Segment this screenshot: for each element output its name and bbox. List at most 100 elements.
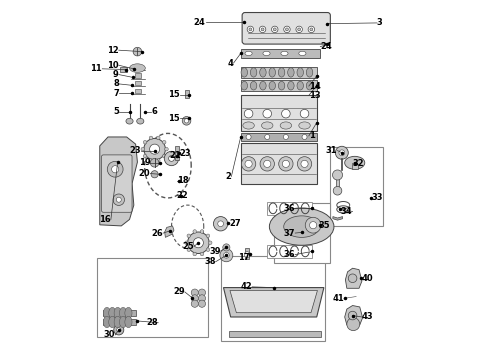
Bar xyxy=(267,202,313,215)
Polygon shape xyxy=(223,288,324,317)
Circle shape xyxy=(242,157,256,171)
Text: 35: 35 xyxy=(319,221,330,230)
Circle shape xyxy=(261,28,264,31)
Circle shape xyxy=(348,274,357,283)
Circle shape xyxy=(191,295,198,302)
Circle shape xyxy=(149,159,153,162)
Circle shape xyxy=(308,26,315,33)
Bar xyxy=(242,67,317,78)
Circle shape xyxy=(245,252,250,257)
Text: 10: 10 xyxy=(107,61,119,70)
Bar xyxy=(103,319,136,325)
Ellipse shape xyxy=(250,81,257,90)
Text: 21: 21 xyxy=(170,151,181,160)
Ellipse shape xyxy=(278,81,285,90)
Circle shape xyxy=(194,238,203,248)
Text: 7: 7 xyxy=(113,89,119,98)
Bar xyxy=(242,95,317,131)
Text: 43: 43 xyxy=(362,312,373,321)
Text: 19: 19 xyxy=(139,158,150,167)
Text: 33: 33 xyxy=(372,193,384,202)
Ellipse shape xyxy=(281,51,288,55)
Ellipse shape xyxy=(263,51,270,55)
Ellipse shape xyxy=(103,316,111,328)
Ellipse shape xyxy=(269,81,275,90)
Bar xyxy=(351,163,358,169)
Bar xyxy=(267,244,313,258)
Circle shape xyxy=(144,138,166,160)
Circle shape xyxy=(249,28,252,31)
Ellipse shape xyxy=(120,307,126,319)
Circle shape xyxy=(286,28,289,31)
Polygon shape xyxy=(230,291,318,313)
Ellipse shape xyxy=(288,68,294,77)
Circle shape xyxy=(162,154,166,158)
Text: 25: 25 xyxy=(182,242,194,251)
Text: 42: 42 xyxy=(241,282,252,291)
Circle shape xyxy=(206,234,210,238)
Text: 18: 18 xyxy=(177,176,189,185)
Text: 1: 1 xyxy=(309,131,315,140)
Text: 8: 8 xyxy=(113,80,119,89)
Ellipse shape xyxy=(280,122,292,129)
Ellipse shape xyxy=(250,68,257,77)
Circle shape xyxy=(310,222,317,229)
Circle shape xyxy=(191,300,198,307)
Polygon shape xyxy=(344,306,363,325)
Circle shape xyxy=(188,232,209,253)
Ellipse shape xyxy=(109,316,116,328)
Ellipse shape xyxy=(241,68,247,77)
Bar xyxy=(175,146,179,160)
Text: 41: 41 xyxy=(333,294,344,303)
Ellipse shape xyxy=(269,68,275,77)
Circle shape xyxy=(259,26,266,33)
Text: 34: 34 xyxy=(341,207,353,216)
Ellipse shape xyxy=(120,316,126,328)
Circle shape xyxy=(246,134,251,139)
Circle shape xyxy=(206,248,210,252)
Ellipse shape xyxy=(109,307,116,319)
Text: 37: 37 xyxy=(284,229,295,238)
Bar xyxy=(330,147,383,226)
Circle shape xyxy=(335,146,348,159)
Circle shape xyxy=(200,230,204,233)
Circle shape xyxy=(193,252,196,256)
Text: 39: 39 xyxy=(209,247,220,256)
Bar xyxy=(242,134,317,140)
Circle shape xyxy=(310,28,313,31)
Text: 5: 5 xyxy=(113,107,119,116)
Circle shape xyxy=(245,109,253,118)
Text: 30: 30 xyxy=(104,330,115,339)
Circle shape xyxy=(143,140,147,144)
Text: 40: 40 xyxy=(362,274,373,283)
Text: 26: 26 xyxy=(151,229,163,238)
Bar xyxy=(120,67,126,72)
Ellipse shape xyxy=(306,81,313,90)
Ellipse shape xyxy=(262,122,273,129)
Circle shape xyxy=(185,241,188,244)
Circle shape xyxy=(112,166,119,173)
Ellipse shape xyxy=(288,81,294,90)
Polygon shape xyxy=(345,268,362,288)
Text: 36: 36 xyxy=(284,204,295,213)
Polygon shape xyxy=(333,217,343,220)
Text: 14: 14 xyxy=(309,82,320,91)
Circle shape xyxy=(305,217,321,233)
Bar xyxy=(274,203,330,263)
Circle shape xyxy=(223,252,229,258)
Text: 6: 6 xyxy=(151,107,157,116)
Polygon shape xyxy=(165,226,174,237)
Bar xyxy=(221,256,325,341)
Circle shape xyxy=(208,241,212,244)
Text: 28: 28 xyxy=(147,318,158,327)
FancyBboxPatch shape xyxy=(101,155,132,212)
Bar xyxy=(229,330,321,337)
Circle shape xyxy=(198,295,205,302)
Circle shape xyxy=(333,170,343,180)
Text: 3: 3 xyxy=(377,18,383,27)
Bar xyxy=(242,80,317,91)
Circle shape xyxy=(223,244,230,251)
Circle shape xyxy=(150,158,159,167)
Circle shape xyxy=(164,151,179,166)
Circle shape xyxy=(165,147,168,151)
